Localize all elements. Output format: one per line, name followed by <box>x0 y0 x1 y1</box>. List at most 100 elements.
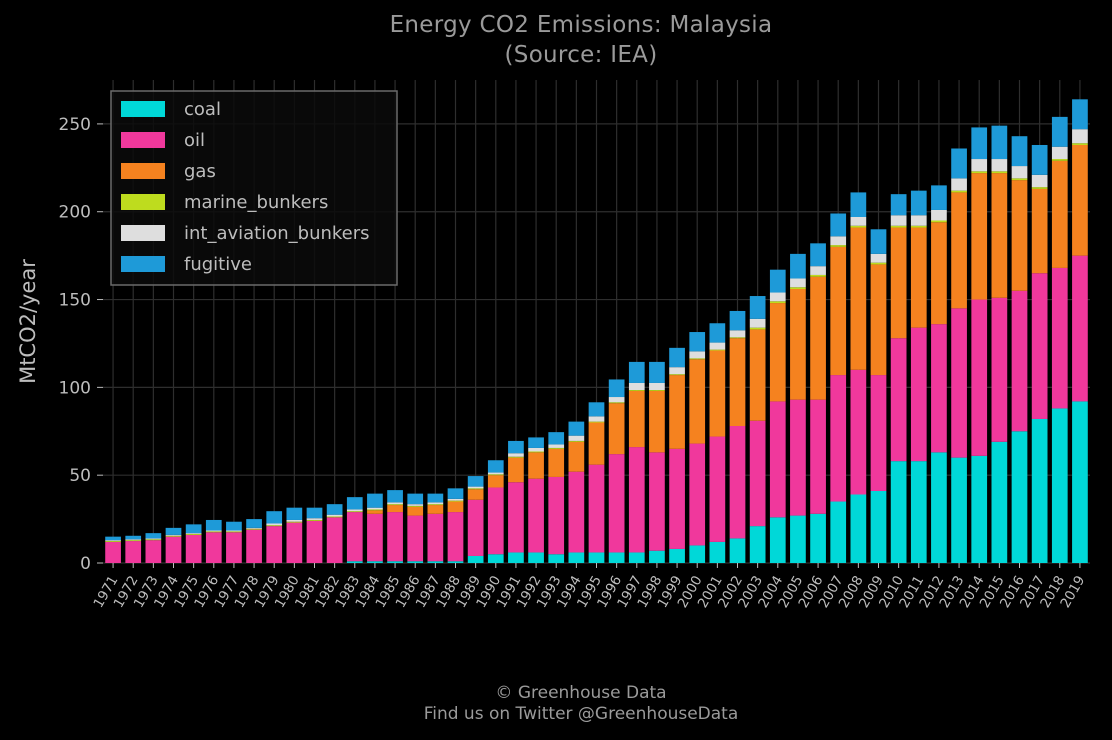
bar-marine-bunkers-2002 <box>729 337 746 339</box>
footer-copyright: © Greenhouse Data <box>495 683 667 703</box>
bar-marine-bunkers-1992 <box>528 451 544 453</box>
bar-oil-2009 <box>870 375 887 491</box>
bar-marine-bunkers-1995 <box>588 421 605 423</box>
bar-oil-1995 <box>588 464 605 553</box>
bar-oil-2015 <box>991 297 1008 442</box>
bar-int-aviation-bunkers-2015 <box>991 159 1008 172</box>
legend-swatch-coal <box>121 101 165 117</box>
bar-oil-2007 <box>830 375 847 502</box>
bar-marine-bunkers-2007 <box>830 245 847 247</box>
bar-fugitive-1973 <box>145 533 162 539</box>
bar-coal-2019 <box>1072 401 1088 563</box>
bar-oil-1975 <box>185 534 202 563</box>
bar-coal-2013 <box>951 457 967 563</box>
bar-fugitive-2013 <box>951 148 967 179</box>
y-tick-label: 150 <box>59 291 91 311</box>
bar-int-aviation-bunkers-2014 <box>971 159 988 172</box>
bar-fugitive-1987 <box>427 493 444 503</box>
bar-int-aviation-bunkers-1981 <box>306 518 323 520</box>
bar-int-aviation-bunkers-1971 <box>105 540 121 542</box>
bar-int-aviation-bunkers-1997 <box>628 382 645 390</box>
bar-gas-1987 <box>427 505 444 514</box>
bar-int-aviation-bunkers-1979 <box>266 523 283 526</box>
bar-coal-1983 <box>346 561 363 563</box>
bar-coal-2010 <box>890 461 907 563</box>
bar-fugitive-2011 <box>910 190 927 216</box>
bar-fugitive-2019 <box>1072 99 1088 130</box>
bar-fugitive-1994 <box>568 421 585 436</box>
bar-fugitive-1993 <box>548 432 565 445</box>
bar-int-aviation-bunkers-1996 <box>608 397 625 403</box>
bar-fugitive-1978 <box>246 519 262 528</box>
bar-oil-2001 <box>709 436 726 542</box>
bar-int-aviation-bunkers-2013 <box>951 178 967 191</box>
bar-int-aviation-bunkers-1983 <box>346 509 363 512</box>
legend-swatch-fugitive <box>121 256 165 272</box>
bar-fugitive-1997 <box>628 361 645 383</box>
bar-fugitive-2009 <box>870 229 887 254</box>
bar-gas-2008 <box>850 227 867 370</box>
bar-gas-2015 <box>991 173 1008 298</box>
bar-marine-bunkers-1981 <box>306 519 323 521</box>
bar-gas-1993 <box>548 448 565 477</box>
bar-fugitive-1986 <box>407 493 424 505</box>
bar-coal-1994 <box>568 552 585 563</box>
bar-int-aviation-bunkers-1980 <box>286 519 303 522</box>
bar-gas-2004 <box>769 303 786 402</box>
bar-fugitive-1989 <box>467 476 484 487</box>
bar-int-aviation-bunkers-1992 <box>528 447 544 452</box>
chart-title: Energy CO2 Emissions: Malaysia <box>389 12 773 38</box>
bar-oil-2000 <box>689 443 706 546</box>
bar-marine-bunkers-1996 <box>608 402 625 404</box>
bar-gas-2005 <box>790 289 806 400</box>
legend-swatch-marine-bunkers <box>121 194 165 210</box>
bar-fugitive-1988 <box>447 488 464 499</box>
bar-oil-1977 <box>226 532 242 563</box>
bar-oil-1986 <box>407 515 424 562</box>
bar-fugitive-2003 <box>749 296 766 319</box>
bar-fugitive-1982 <box>326 504 343 515</box>
bar-fugitive-2017 <box>1031 144 1048 175</box>
bar-marine-bunkers-2012 <box>931 220 947 223</box>
bar-oil-1998 <box>649 452 665 551</box>
bar-coal-2018 <box>1051 408 1068 563</box>
bar-marine-bunkers-2010 <box>890 225 907 228</box>
bar-int-aviation-bunkers-1989 <box>467 486 484 489</box>
bar-oil-1973 <box>145 540 162 563</box>
bar-fugitive-1985 <box>387 490 403 503</box>
bar-marine-bunkers-2019 <box>1072 143 1088 145</box>
bar-int-aviation-bunkers-2016 <box>1011 166 1028 179</box>
bar-oil-2008 <box>850 369 867 495</box>
bar-fugitive-2000 <box>689 332 706 352</box>
bar-int-aviation-bunkers-1998 <box>649 382 665 390</box>
bar-marine-bunkers-1985 <box>387 504 403 506</box>
bar-marine-bunkers-1984 <box>367 509 383 511</box>
bar-gas-2013 <box>951 192 967 309</box>
bar-coal-1998 <box>649 550 665 563</box>
bar-gas-2007 <box>830 246 847 376</box>
bar-coal-2005 <box>790 515 806 563</box>
bar-fugitive-1974 <box>165 527 182 535</box>
bar-coal-2000 <box>689 545 706 563</box>
bar-gas-1998 <box>649 390 665 453</box>
bar-oil-1983 <box>346 512 363 562</box>
bar-marine-bunkers-1991 <box>508 456 524 458</box>
bar-gas-1994 <box>568 441 585 472</box>
bar-oil-1971 <box>105 541 121 563</box>
bar-oil-1991 <box>508 482 524 553</box>
bar-gas-2019 <box>1072 144 1088 256</box>
bar-oil-1984 <box>367 513 383 562</box>
bar-fugitive-1996 <box>608 379 625 398</box>
bar-marine-bunkers-1982 <box>326 516 343 518</box>
bar-int-aviation-bunkers-1985 <box>387 502 403 505</box>
bar-fugitive-2014 <box>971 127 988 160</box>
bar-marine-bunkers-2001 <box>709 349 726 351</box>
bar-gas-2018 <box>1051 160 1068 268</box>
legend-label-marine-bunkers: marine_bunkers <box>184 192 328 213</box>
bar-coal-1988 <box>447 561 464 563</box>
bar-int-aviation-bunkers-1976 <box>205 530 222 532</box>
bar-gas-1996 <box>608 403 625 455</box>
bar-coal-2016 <box>1011 431 1028 563</box>
bar-coal-2012 <box>931 452 947 563</box>
bar-oil-2011 <box>910 327 927 462</box>
